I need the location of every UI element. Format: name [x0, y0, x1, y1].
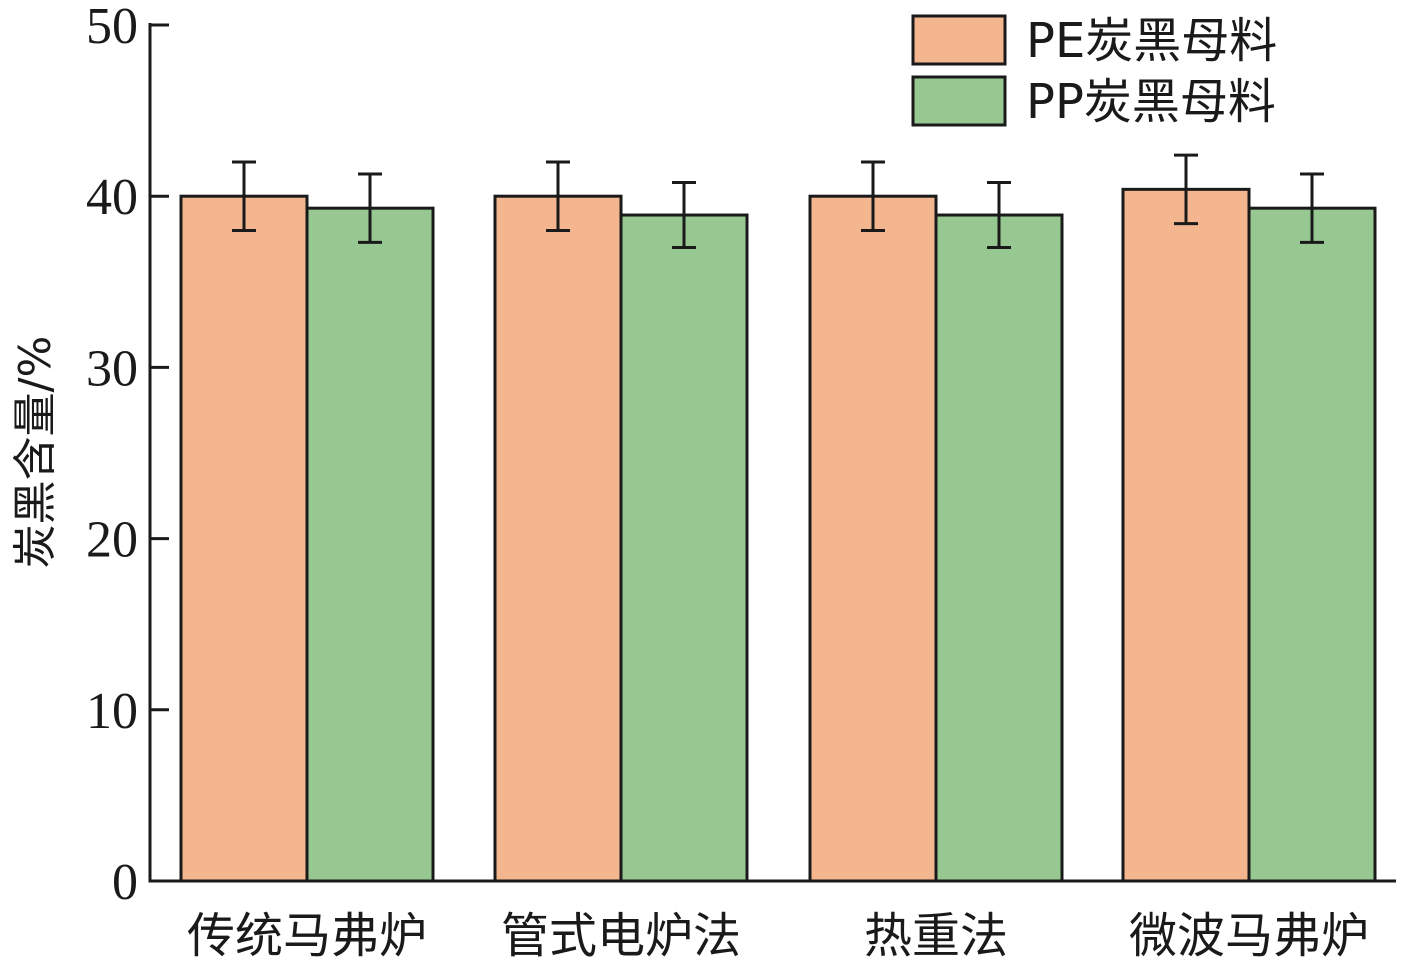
error-bar-pp-4 [1300, 172, 1324, 244]
legend-label: PP炭黑母料 [1026, 74, 1276, 130]
legend-item-pe: PE炭黑母料 [911, 13, 1277, 69]
y-tick-label: 20 [86, 512, 138, 569]
y-tick-label: 50 [86, 0, 138, 55]
y-ticks: 0 10 20 30 40 50 [86, 0, 169, 911]
error-bar-pp-1 [358, 172, 382, 244]
y-tick-label: 30 [86, 340, 138, 397]
y-tick-label: 0 [112, 854, 138, 911]
legend-item-pp: PP炭黑母料 [911, 74, 1276, 130]
bars-layer [179, 187, 1377, 883]
x-category-labels: 传统马弗炉 管式电炉法 热重法 微波马弗炉 [187, 908, 1369, 964]
error-bar-pe-2 [546, 160, 570, 232]
legend-label: PE炭黑母料 [1026, 13, 1277, 69]
x-tick-label: 微波马弗炉 [1129, 908, 1369, 964]
error-bar-pp-2 [672, 181, 696, 250]
legend-swatch [911, 14, 1007, 66]
bar-pp-3 [934, 213, 1064, 883]
error-bars-layer [232, 153, 1324, 250]
y-tick-label: 10 [86, 683, 138, 740]
bar-pe-1 [179, 194, 309, 883]
error-bar-pp-3 [987, 181, 1011, 250]
bar-pp-4 [1247, 206, 1377, 883]
y-axis-label: 炭黑含量/% [10, 336, 61, 569]
bar-pp-1 [305, 206, 435, 883]
bar-pe-4 [1121, 187, 1251, 883]
y-tick-label: 40 [86, 169, 138, 226]
axes [148, 23, 1396, 883]
x-tick-label: 管式电炉法 [501, 908, 741, 964]
legend-swatch [911, 75, 1007, 127]
x-tick-label: 热重法 [864, 908, 1008, 964]
error-bar-pe-1 [232, 160, 256, 232]
error-bar-pe-4 [1174, 153, 1198, 226]
error-bar-pe-3 [861, 160, 885, 232]
bar-pe-3 [808, 194, 938, 883]
bar-pe-2 [493, 194, 623, 883]
bar-pp-2 [619, 213, 749, 883]
x-tick-label: 传统马弗炉 [187, 908, 427, 964]
